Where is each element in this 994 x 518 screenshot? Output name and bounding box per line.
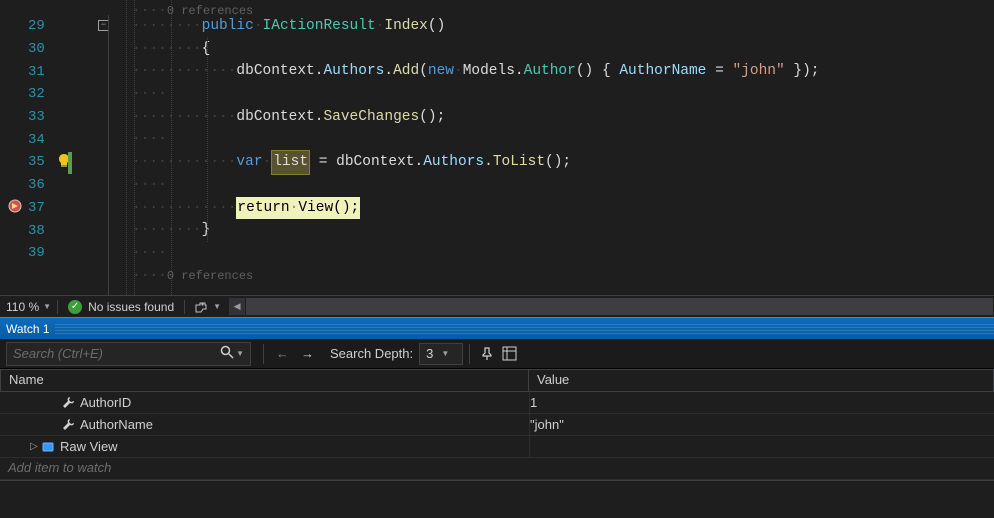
code-line: ···· (132, 83, 994, 106)
table-row[interactable]: AuthorName "john" (0, 414, 994, 436)
codelens-refs[interactable]: ····0 references (132, 265, 994, 280)
pin-icon[interactable] (476, 343, 498, 365)
property-value[interactable] (529, 436, 994, 458)
search-icon[interactable] (220, 345, 234, 362)
indent-guide (126, 0, 127, 295)
code-line: ············dbContext.SaveChanges(); (132, 106, 994, 129)
line-number: 36 (28, 174, 86, 197)
line-number: 30 (28, 38, 86, 61)
code-line: ···· (132, 174, 994, 197)
add-watch-item[interactable]: Add item to watch (0, 458, 994, 480)
code-line: ···· (132, 242, 994, 265)
outline-gutter[interactable]: − (94, 0, 122, 295)
indent-guide (134, 0, 135, 295)
unused-variable-highlight: list (271, 150, 310, 175)
codelens-refs[interactable]: ····0 references (132, 0, 994, 15)
expand-triangle-icon[interactable]: ▷ (28, 441, 40, 452)
raw-view-icon (40, 440, 56, 454)
line-number: 33 (28, 106, 86, 129)
code-line: ········} (132, 219, 994, 242)
watch-window-title[interactable]: Watch 1 (0, 317, 994, 339)
property-name: AuthorName (80, 417, 153, 432)
search-back-button[interactable]: ← (270, 346, 295, 361)
plug-icon[interactable]: ▼ (185, 300, 229, 314)
watch-table: Name Value AuthorID 1 AuthorName "john" … (0, 369, 994, 480)
bottom-strip (0, 480, 994, 492)
change-gutter (122, 0, 132, 295)
search-depth-label: Search Depth: (320, 346, 419, 361)
fold-line (108, 15, 109, 295)
indent-guide (207, 37, 208, 242)
grid-icon[interactable] (498, 343, 520, 365)
line-number: 39 (28, 242, 86, 265)
code-area[interactable]: ····0 references ········public·IActionR… (132, 0, 994, 295)
search-depth-dropdown[interactable]: 3▼ (419, 343, 463, 365)
code-line: ············return·View(); (132, 197, 994, 220)
horizontal-scrollbar[interactable]: ◀ (229, 298, 994, 315)
chevron-down-icon[interactable]: ▼ (236, 349, 244, 358)
chevron-down-icon: ▼ (213, 302, 221, 311)
watch-toolbar: Search (Ctrl+E) ▼ ← → Search Depth: 3▼ (0, 339, 994, 369)
search-forward-button[interactable]: → (295, 346, 320, 361)
table-row[interactable]: ▷ Raw View (0, 436, 994, 458)
code-line: ············dbContext.Authors.Add(new·Mo… (132, 60, 994, 83)
editor-statusbar: 110 %▼ ✓ No issues found ▼ ◀ (0, 295, 994, 317)
current-statement-arrow-icon (8, 199, 22, 218)
watch-search-input[interactable]: Search (Ctrl+E) ▼ (6, 342, 251, 366)
line-number: 29 (28, 15, 86, 38)
line-number: 32 (28, 83, 86, 106)
zoom-dropdown[interactable]: 110 %▼ (0, 300, 57, 314)
code-line: ···· (132, 128, 994, 151)
current-statement-highlight: return·View(); (236, 197, 360, 220)
check-circle-icon: ✓ (68, 300, 82, 314)
separator (263, 344, 264, 364)
line-number: 34 (28, 128, 86, 151)
error-list-summary[interactable]: ✓ No issues found (57, 300, 185, 314)
code-line: ········{ (132, 38, 994, 61)
table-row[interactable]: AuthorID 1 (0, 392, 994, 414)
code-line: ········public·IActionResult·Index() (132, 15, 994, 38)
line-number-gutter: 29 30 31 32 33 34 35 36 37 38 39 (28, 0, 94, 295)
property-name: Raw View (60, 439, 118, 454)
chevron-down-icon: ▼ (441, 349, 449, 358)
code-line: ············var·list = dbContext.Authors… (132, 151, 994, 174)
line-number (28, 0, 86, 15)
line-number: 37 (28, 197, 86, 220)
chevron-down-icon: ▼ (43, 302, 51, 311)
code-editor[interactable]: 29 30 31 32 33 34 35 36 37 38 39 − ····0… (0, 0, 994, 295)
line-number: 31 (28, 60, 86, 83)
indent-guide (171, 0, 172, 295)
property-value[interactable]: "john" (529, 414, 994, 436)
property-value[interactable]: 1 (529, 392, 994, 414)
property-name: AuthorID (80, 395, 131, 410)
line-number: 38 (28, 219, 86, 242)
change-marker (68, 152, 72, 174)
wrench-icon (60, 418, 76, 432)
scroll-left-icon[interactable]: ◀ (229, 298, 245, 315)
breakpoint-gutter[interactable] (0, 0, 28, 295)
separator (469, 344, 470, 364)
table-header[interactable]: Name Value (0, 369, 994, 392)
wrench-icon (60, 396, 76, 410)
column-header-value[interactable]: Value (529, 369, 994, 392)
column-header-name[interactable]: Name (0, 369, 529, 392)
